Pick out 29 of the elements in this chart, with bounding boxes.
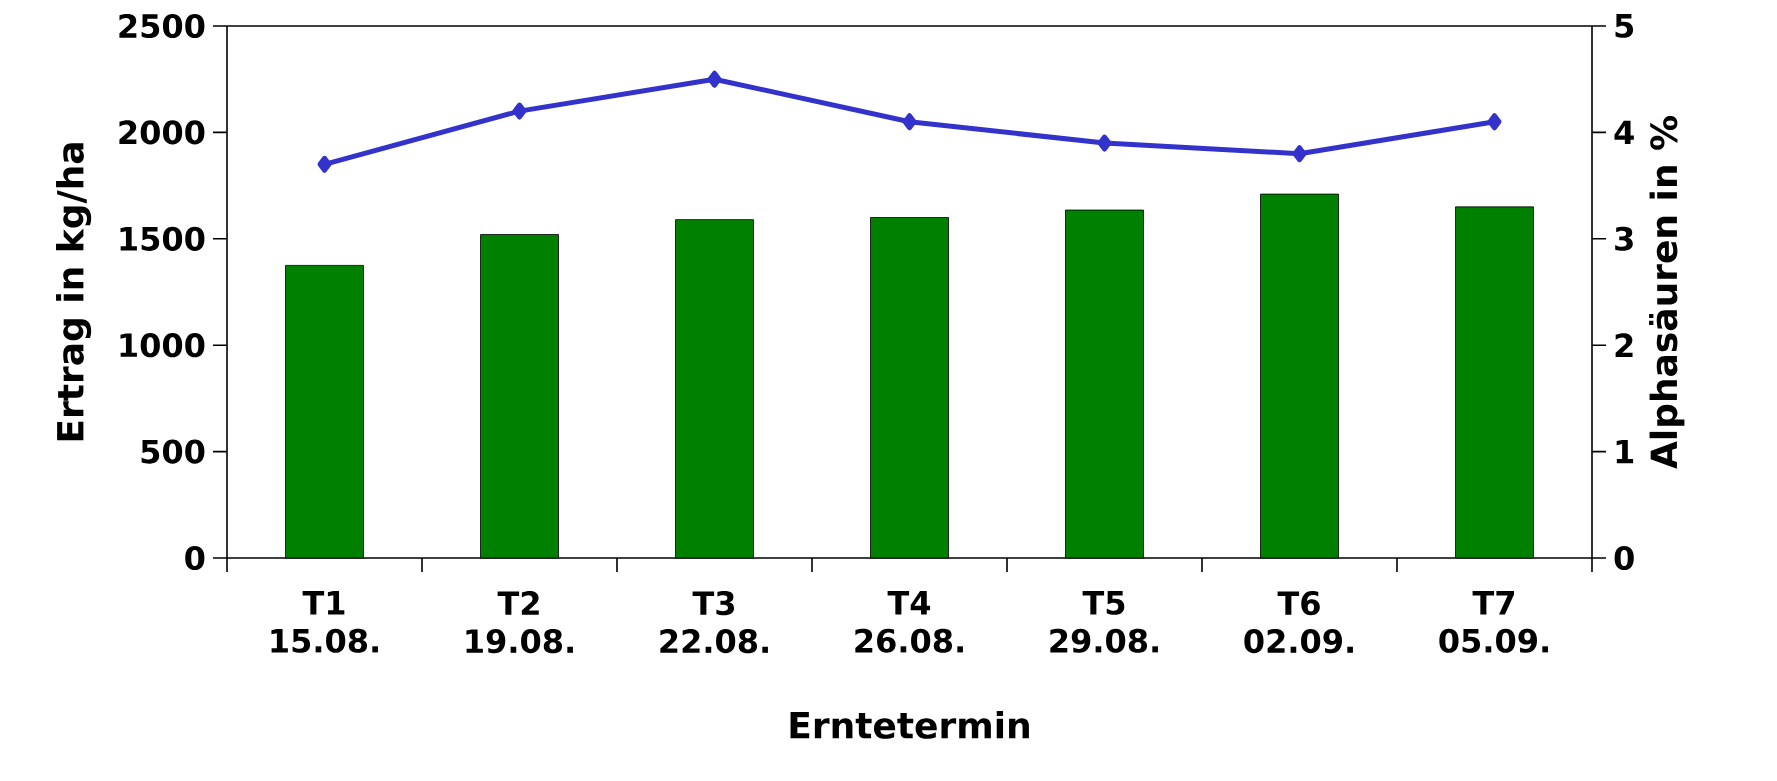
point <box>1487 113 1502 131</box>
y2-tick-label: 1 <box>1616 439 1634 464</box>
y2-tick-label: 4 <box>1614 120 1634 145</box>
y2-tick-label: 2 <box>1615 333 1633 358</box>
y-tick-label: 0 <box>185 545 205 571</box>
y-tick-label: 1500 <box>120 226 205 251</box>
y-tick-label: 500 <box>141 439 205 464</box>
point <box>1097 134 1112 152</box>
x-tick-label: T6 02.09. <box>1244 591 1353 654</box>
y2-tick-label: 0 <box>1614 545 1634 571</box>
y2-tick-label: 5 <box>1615 14 1634 38</box>
y-axis-title: Ertrag in kg/ha <box>56 143 92 441</box>
y2-tick-label: 3 <box>1615 226 1633 251</box>
x-tick-label: T4 26.08. <box>855 591 963 653</box>
x-tick-label: T2 19.08. <box>466 591 573 654</box>
y-tick-label: 2000 <box>119 120 205 145</box>
point <box>317 155 332 173</box>
x-axis-title: Erntetermin <box>790 710 1029 739</box>
point <box>1292 145 1307 163</box>
x-tick-label: T3 22.08. <box>660 591 768 654</box>
y2-axis-title: Alphasäuren in % <box>1649 116 1685 469</box>
y-tick-label: 1000 <box>120 333 205 358</box>
y-tick-label: 2500 <box>119 13 205 39</box>
x-tick-label: T5 29.08. <box>1050 591 1158 653</box>
point <box>902 113 917 131</box>
x-tick-label: T7 05.09. <box>1439 591 1548 653</box>
point <box>707 70 722 88</box>
x-tick-label: T1 15.08. <box>271 591 378 653</box>
point <box>512 102 527 120</box>
